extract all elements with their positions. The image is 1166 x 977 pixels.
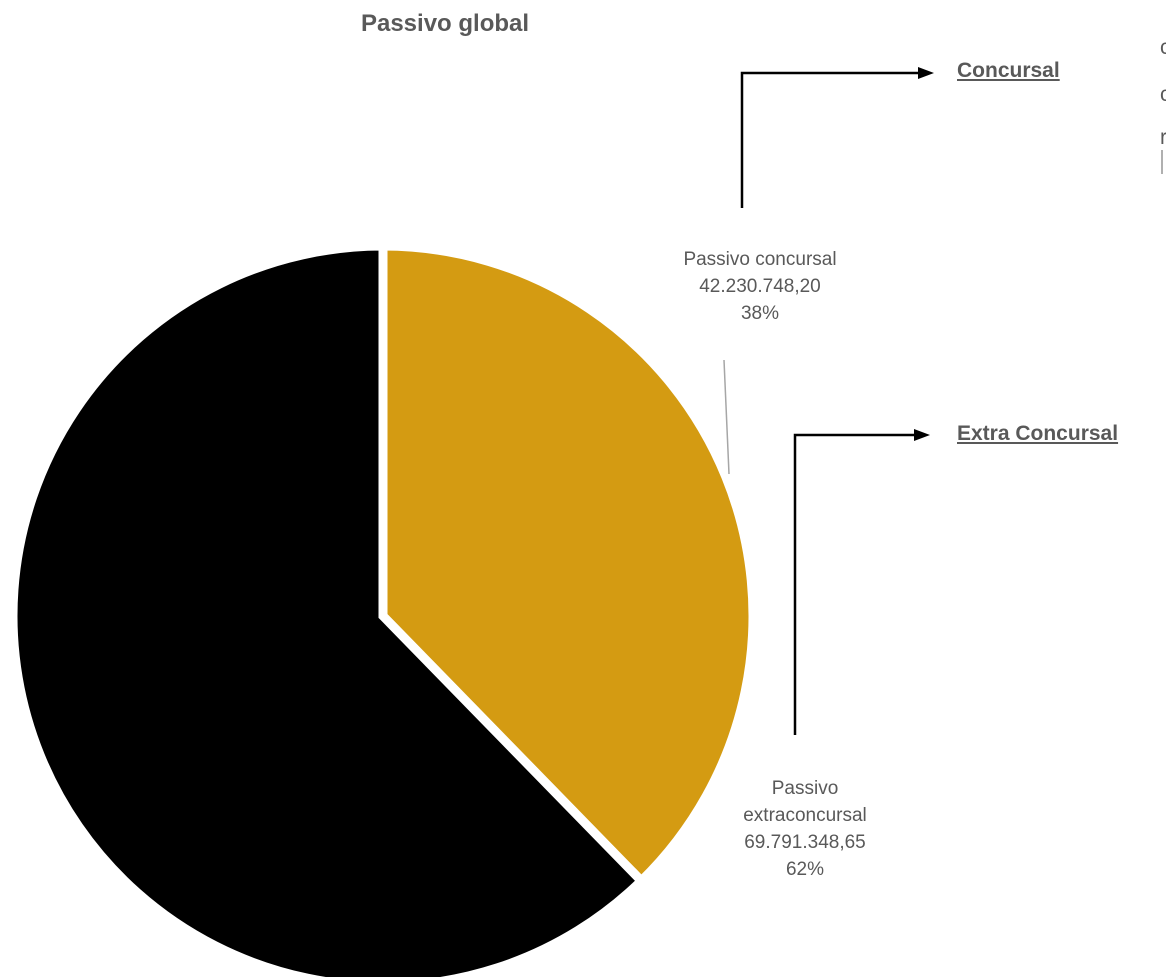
data-label-name: Passivo xyxy=(771,778,839,799)
clipped-text: c xyxy=(1160,83,1166,106)
data-label-value: 69.791.348,65 xyxy=(744,832,866,853)
arrow-connector-extra xyxy=(793,433,914,735)
data-label-concursal: Passivo concursal 42.230.748,20 38% xyxy=(610,246,910,327)
concursal-link[interactable]: Concursal xyxy=(957,59,1060,82)
data-label-name: extraconcursal xyxy=(743,805,867,826)
data-label-extraconcursal: Passivo extraconcursal 69.791.348,65 62% xyxy=(680,775,930,883)
pie-slice-concursal xyxy=(378,241,758,888)
data-label-name: Passivo concursal xyxy=(683,249,837,270)
extra-concursal-link[interactable]: Extra Concursal xyxy=(957,422,1119,445)
chart-title: Passivo global xyxy=(360,10,530,37)
clipped-box xyxy=(1161,150,1166,174)
pie-slice-extraconcursal xyxy=(8,241,648,977)
leader-line xyxy=(723,359,730,475)
clipped-text: r xyxy=(1160,126,1166,149)
clipped-text: c xyxy=(1160,36,1166,59)
data-label-percent: 62% xyxy=(785,859,825,880)
data-label-percent: 38% xyxy=(740,303,780,324)
arrow-head-icon xyxy=(914,429,930,441)
arrow-connector-concursal xyxy=(740,71,918,208)
arrow-head-icon xyxy=(918,67,934,79)
data-label-value: 42.230.748,20 xyxy=(699,276,821,297)
